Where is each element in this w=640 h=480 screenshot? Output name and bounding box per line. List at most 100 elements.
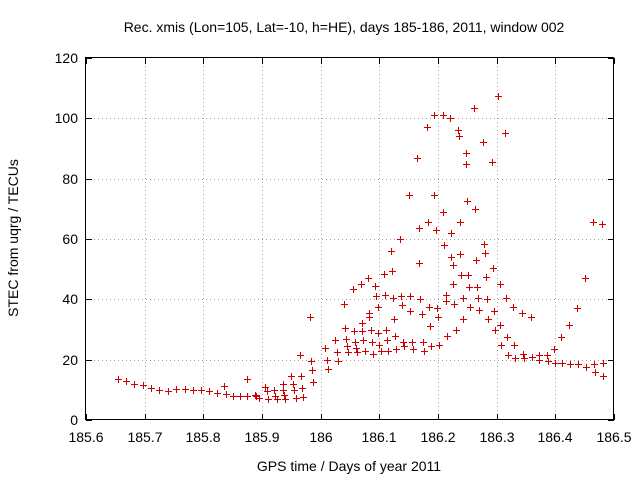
y-axis-label: STEC from uqrg / TECUs — [5, 159, 21, 317]
data-point — [475, 295, 482, 302]
data-point — [416, 260, 423, 267]
y-tick-label: 100 — [55, 110, 79, 126]
data-point — [244, 376, 251, 383]
data-point — [353, 345, 360, 352]
data-point — [385, 348, 392, 355]
data-point — [360, 337, 367, 344]
data-point — [519, 310, 526, 317]
data-point — [198, 387, 205, 394]
data-point — [467, 304, 474, 311]
data-point — [375, 304, 382, 311]
data-point — [447, 115, 454, 122]
data-point — [473, 257, 480, 264]
data-point — [414, 155, 421, 162]
data-point — [370, 351, 377, 358]
data-point — [156, 387, 163, 394]
data-point — [590, 219, 597, 226]
data-point — [221, 383, 228, 390]
data-point — [476, 307, 483, 314]
data-point — [256, 395, 263, 402]
data-point — [489, 159, 496, 166]
data-point — [503, 295, 510, 302]
data-point — [359, 328, 366, 335]
x-tick-label: 185.7 — [127, 429, 162, 445]
data-point — [529, 354, 536, 361]
data-point — [372, 283, 379, 290]
data-point — [498, 342, 505, 349]
data-point — [444, 333, 451, 340]
data-point — [407, 293, 414, 300]
data-point — [206, 388, 213, 395]
data-point — [427, 323, 434, 330]
y-tick-label: 60 — [62, 231, 78, 247]
data-point — [464, 198, 471, 205]
data-point — [359, 320, 366, 327]
x-tick-labels: 185.6 185.7 185.8 185.9 186 186.1 186.2 186.3 18… — [68, 429, 631, 445]
x-tick-label: 185.8 — [185, 429, 220, 445]
data-point — [325, 366, 332, 373]
data-point — [344, 343, 351, 350]
data-point — [559, 360, 566, 367]
data-point — [354, 349, 361, 356]
data-point — [332, 337, 339, 344]
data-point — [375, 330, 382, 337]
data-point — [362, 348, 369, 355]
data-point — [463, 161, 470, 168]
data-point — [378, 348, 385, 355]
data-point — [309, 367, 316, 374]
y-tick-label: 40 — [62, 291, 78, 307]
data-point — [398, 293, 405, 300]
data-point — [335, 358, 342, 365]
data-point — [223, 391, 230, 398]
data-point — [482, 250, 489, 257]
data-point — [436, 342, 443, 349]
data-point — [440, 112, 447, 119]
data-point — [474, 284, 481, 291]
chart-title: Rec. xmis (Lon=105, Lat=-10, h=HE), days… — [124, 19, 565, 35]
data-point — [343, 336, 350, 343]
data-point — [440, 209, 447, 216]
data-point — [465, 272, 472, 279]
data-point — [407, 308, 414, 315]
data-point — [592, 369, 599, 376]
data-point — [453, 327, 460, 334]
data-point — [511, 342, 518, 349]
data-point — [567, 361, 574, 368]
data-point — [410, 346, 417, 353]
data-point — [463, 150, 470, 157]
data-point — [457, 219, 464, 226]
data-point — [182, 386, 189, 393]
data-point — [441, 242, 448, 249]
data-point — [484, 296, 491, 303]
data-point — [481, 241, 488, 248]
data-point — [376, 342, 383, 349]
data-point — [528, 314, 535, 321]
data-point — [426, 304, 433, 311]
y-tick-label: 0 — [70, 412, 78, 428]
x-tick-label: 185.6 — [68, 429, 103, 445]
data-point — [421, 348, 428, 355]
data-point — [431, 192, 438, 199]
data-point — [165, 388, 172, 395]
data-point — [545, 358, 552, 365]
data-point — [448, 230, 455, 237]
data-point — [450, 262, 457, 269]
data-point — [190, 387, 197, 394]
data-point — [591, 361, 598, 368]
data-point — [435, 314, 442, 321]
data-point — [350, 286, 357, 293]
data-point — [368, 327, 375, 334]
data-point — [504, 334, 511, 341]
data-point — [265, 396, 272, 403]
data-point — [280, 381, 287, 388]
data-point — [252, 392, 259, 399]
data-point — [505, 352, 512, 359]
data-point — [358, 281, 365, 288]
data-point — [424, 124, 431, 131]
data-point — [497, 322, 504, 329]
data-point — [457, 251, 464, 258]
data-point — [373, 293, 380, 300]
data-point — [428, 343, 435, 350]
y-tick-label: 120 — [55, 50, 79, 66]
